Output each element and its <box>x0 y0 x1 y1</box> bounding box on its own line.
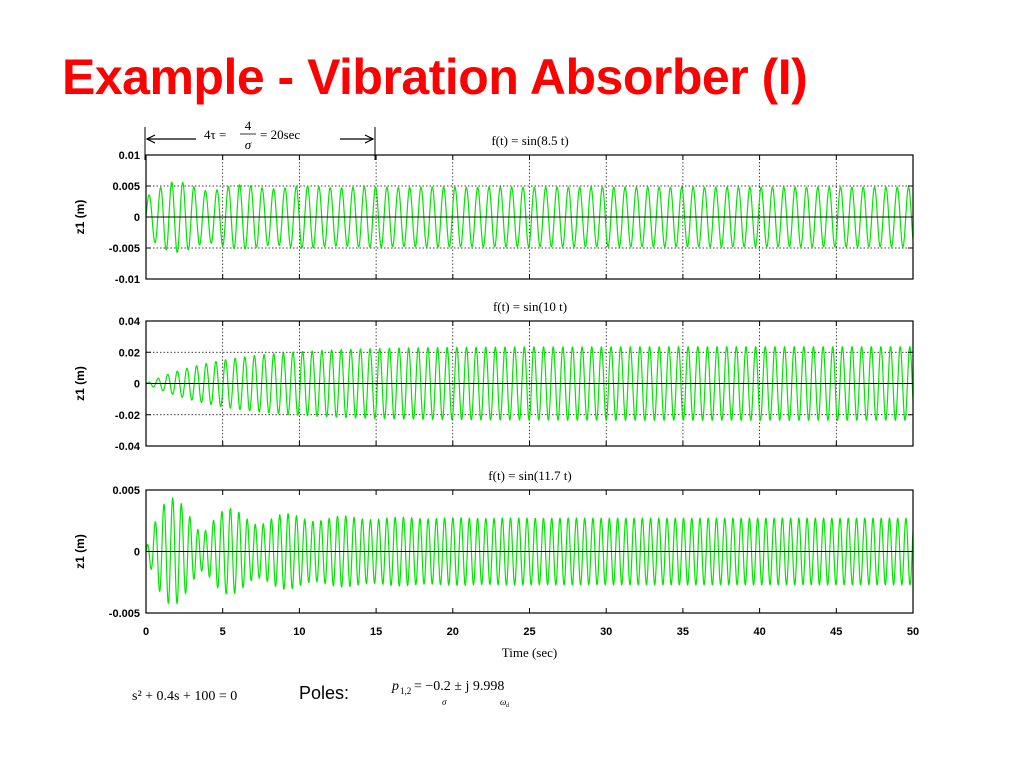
x-tick-label: 20 <box>447 626 459 638</box>
poles-symbol: p <box>391 679 399 694</box>
poles-subscript: 1,2 <box>400 686 411 696</box>
slide-title: Example - Vibration Absorber (I) <box>62 49 808 105</box>
x-tick-label: 50 <box>907 626 919 638</box>
series-line-2 <box>145 345 914 422</box>
poles-expression: p 1,2 = −0.2 ± j 9.998 σ ω d <box>391 679 510 709</box>
y-axis-label: z1 (m) <box>73 534 87 569</box>
poles-label: Poles: <box>299 683 350 703</box>
y-tick-label: -0.04 <box>115 441 141 453</box>
y-tick-label: 0.04 <box>119 316 141 328</box>
y-tick-label: 0.005 <box>112 181 140 193</box>
omega-label: ω <box>500 697 506 707</box>
y-axis-label: z1 (m) <box>73 200 87 235</box>
y-tick-label: 0.01 <box>119 150 140 162</box>
tau-annotation: 4τ = 4 σ = 20sec <box>144 118 376 160</box>
x-tick-label: 35 <box>677 626 689 638</box>
subplot-title: f(t) = sin(8.5 t) <box>491 133 568 148</box>
sigma-label: σ <box>442 697 447 707</box>
y-tick-label: -0.01 <box>115 274 140 286</box>
y-tick-label: 0 <box>134 547 140 559</box>
x-tick-label: 30 <box>600 626 612 638</box>
series-line-1 <box>145 181 914 254</box>
x-tick-label: 40 <box>753 626 765 638</box>
subplot-1: -0.01 -0.005 0 0.005 0.01 z1 (m) f(t) = sin(8.… <box>73 133 914 286</box>
tau-arrowhead-right <box>364 134 375 144</box>
x-tick-label: 10 <box>293 626 305 638</box>
y-axis-label: z1 (m) <box>73 366 87 401</box>
tau-denominator: σ <box>245 137 252 152</box>
tau-rhs: = 20sec <box>260 127 300 142</box>
x-tick-label: 45 <box>830 626 842 638</box>
subplot-title: f(t) = sin(10 t) <box>493 299 567 314</box>
y-tick-label: 0 <box>134 212 140 224</box>
tau-numerator: 4 <box>245 118 252 133</box>
characteristic-equation: s² + 0.4s + 100 = 0 <box>132 689 237 704</box>
x-tick-label: 0 <box>143 626 149 638</box>
series-line-3 <box>145 496 914 605</box>
y-tick-label: -0.02 <box>115 410 140 422</box>
tau-arrowhead-left <box>145 134 156 144</box>
x-tick-label: 15 <box>370 626 382 638</box>
y-tick-label: 0 <box>134 379 140 391</box>
subplot-title: f(t) = sin(11.7 t) <box>488 468 571 483</box>
y-tick-label: -0.005 <box>109 243 140 255</box>
y-tick-label: 0.02 <box>119 347 140 359</box>
y-tick-label: 0.005 <box>112 485 140 497</box>
tau-lhs: 4τ = <box>204 127 226 142</box>
omega-subscript: d <box>506 703 510 709</box>
subplot-2: -0.04 -0.02 0 0.02 0.04 z1 (m) f(t) = sin(10 t… <box>73 299 914 453</box>
x-axis-label: Time (sec) <box>502 645 558 660</box>
poles-value: = −0.2 ± j 9.998 <box>414 679 504 694</box>
x-tick-label: 5 <box>220 626 226 638</box>
y-tick-label: -0.005 <box>109 608 140 620</box>
x-tick-label: 25 <box>523 626 535 638</box>
